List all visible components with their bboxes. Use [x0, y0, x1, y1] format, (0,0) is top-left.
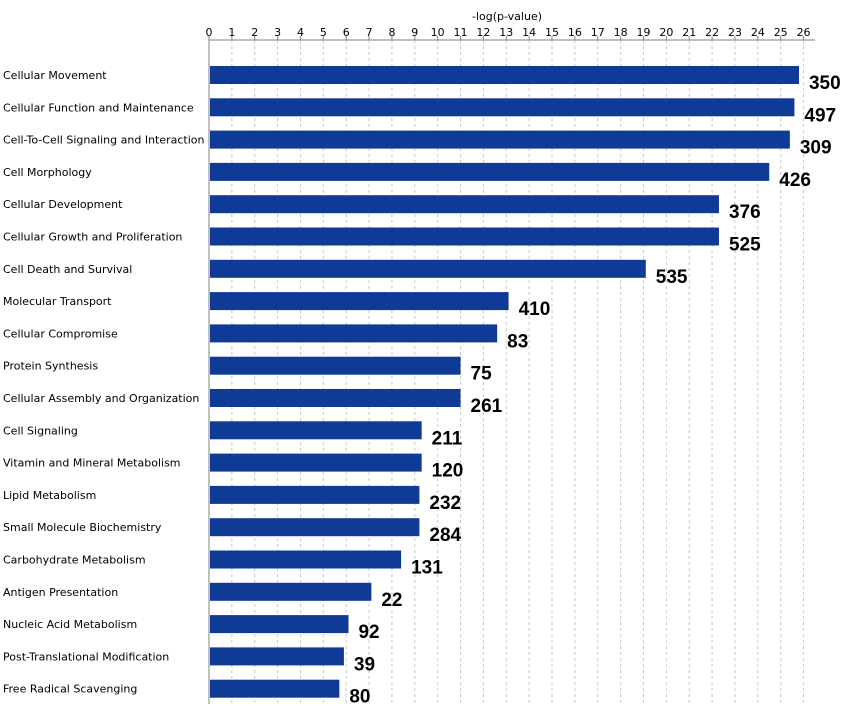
category-label: Cellular Development: [3, 198, 123, 211]
bar: [210, 292, 509, 311]
category-label: Protein Synthesis: [3, 360, 98, 373]
data-label: 120: [432, 461, 464, 482]
category-label: Post-Translational Modification: [3, 650, 169, 663]
category-label: Cellular Function and Maintenance: [3, 101, 194, 114]
category-label: Carbohydrate Metabolism: [3, 554, 146, 567]
data-label: 83: [507, 331, 528, 352]
tick-label: 11: [454, 26, 468, 39]
tick-label: 8: [388, 26, 395, 39]
bar: [210, 453, 422, 472]
data-label: 211: [432, 428, 463, 449]
data-label: 39: [354, 654, 375, 675]
data-label: 525: [729, 235, 761, 256]
bar: [210, 259, 646, 278]
tick-label: 2: [251, 26, 258, 39]
data-labels: 350 497 309 426 376 525 535 410 83 75 261 211 120 232…: [349, 73, 840, 706]
category-label: Small Molecule Biochemistry: [3, 521, 162, 534]
data-label: 535: [656, 267, 688, 288]
data-label: 350: [809, 73, 841, 94]
tick-label: 16: [568, 26, 582, 39]
category-label: Cellular Compromise: [3, 327, 118, 340]
tick-label: 25: [774, 26, 788, 39]
tick-label: 5: [320, 26, 327, 39]
tick-label: 24: [751, 26, 765, 39]
bar: [210, 389, 461, 407]
data-label: 75: [471, 364, 493, 385]
tick-label: 21: [682, 26, 696, 39]
tick-label: 9: [411, 26, 418, 39]
tick-label: 26: [797, 26, 811, 39]
tick-label: 20: [659, 26, 673, 39]
bar: [210, 66, 799, 84]
bar: [210, 227, 719, 246]
category-labels: Cellular Movement Cellular Function and M…: [3, 69, 205, 696]
category-label: Cellular Assembly and Organization: [3, 392, 199, 405]
category-label: Free Radical Scavenging: [3, 683, 137, 696]
data-label: 410: [519, 299, 551, 320]
category-label: Nucleic Acid Metabolism: [3, 618, 137, 631]
data-label: 232: [429, 493, 461, 514]
x-axis-ticks: 0 1 2 3 4 5 6 7 8 9 10 11 12 13 14 15 16 17 18 19 20 21 22 23 24…: [206, 26, 811, 40]
bar: [210, 518, 420, 537]
tick-label: 4: [297, 26, 304, 39]
bar: [210, 421, 422, 440]
bar: [210, 195, 719, 214]
bar: [210, 130, 790, 149]
bar: [210, 550, 402, 569]
bar: [210, 679, 340, 698]
bar: [210, 324, 498, 343]
tick-label: 10: [431, 26, 445, 39]
category-label: Cell Death and Survival: [3, 263, 132, 276]
tick-label: 23: [728, 26, 742, 39]
data-label: 131: [411, 558, 443, 579]
tick-label: 6: [343, 26, 350, 39]
data-label: 22: [381, 590, 402, 611]
data-label: 426: [779, 170, 811, 191]
tick-label: 18: [614, 26, 628, 39]
tick-label: 15: [545, 26, 559, 39]
category-label: Cellular Growth and Proliferation: [3, 231, 182, 244]
bar: [210, 647, 344, 666]
category-label: Cell-To-Cell Signaling and Interaction: [3, 134, 205, 147]
data-label: 284: [429, 525, 461, 546]
bar: [210, 98, 795, 117]
tick-label: 3: [274, 26, 281, 39]
tick-label: 1: [228, 26, 235, 39]
gridlines: [231, 40, 805, 704]
tick-label: 7: [366, 26, 373, 39]
bar: [210, 615, 349, 634]
category-label: Vitamin and Mineral Metabolism: [3, 457, 181, 470]
data-label: 497: [804, 105, 836, 126]
tick-label: 17: [591, 26, 605, 39]
x-axis-title: -log(p-value): [472, 10, 542, 23]
data-label: 376: [729, 202, 761, 223]
bar: [210, 582, 372, 601]
bar: [210, 485, 420, 504]
tick-label: 22: [705, 26, 719, 39]
category-label: Antigen Presentation: [3, 586, 118, 599]
category-label: Cell Morphology: [3, 166, 92, 179]
category-label: Lipid Metabolism: [3, 489, 96, 502]
data-label: 261: [471, 396, 503, 417]
bar: [210, 356, 461, 375]
data-label: 80: [349, 687, 370, 706]
tick-label: 13: [499, 26, 513, 39]
data-label: 309: [800, 138, 832, 159]
category-label: Molecular Transport: [3, 295, 112, 308]
bars: [210, 66, 799, 698]
tick-label: 12: [476, 26, 490, 39]
category-label: Cell Signaling: [3, 424, 78, 437]
tick-label: 0: [206, 26, 213, 39]
bar: [210, 162, 770, 181]
tick-label: 19: [636, 26, 650, 39]
tick-label: 14: [522, 26, 536, 39]
data-label: 92: [358, 622, 379, 643]
category-label: Cellular Movement: [3, 69, 107, 82]
